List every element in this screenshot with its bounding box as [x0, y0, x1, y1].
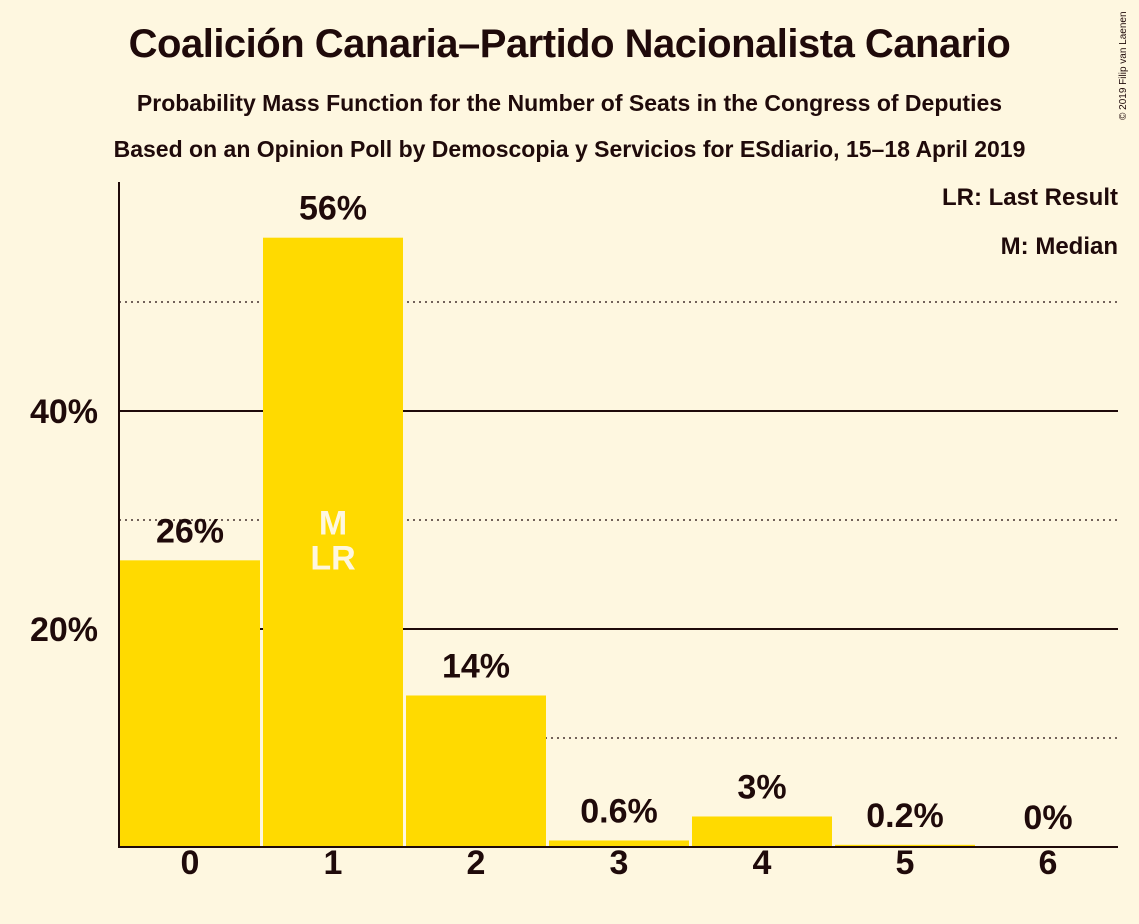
data-label: 0.6%	[580, 792, 658, 830]
bar	[406, 695, 546, 847]
chart-subtitle: Probability Mass Function for the Number…	[136, 90, 1003, 116]
data-label: 0%	[1023, 799, 1072, 837]
bar	[835, 844, 975, 847]
bar	[692, 816, 832, 847]
data-label: 56%	[299, 190, 367, 228]
chart-title: Coalición Canaria–Partido Nacionalista C…	[128, 22, 1011, 66]
x-tick-label: 2	[467, 844, 486, 882]
legend-median: M: Median	[1000, 233, 1118, 260]
y-tick-label: 20%	[30, 611, 98, 649]
legend-last-result: LR: Last Result	[941, 184, 1118, 211]
data-label: 26%	[156, 512, 224, 550]
bar-marker-label: LR	[310, 539, 355, 577]
data-label: 14%	[442, 647, 510, 685]
x-tick-label: 1	[324, 844, 343, 882]
x-tick-label: 6	[1039, 844, 1058, 882]
y-tick-label: 40%	[30, 393, 98, 431]
bar	[120, 560, 260, 847]
x-tick-label: 3	[610, 844, 629, 882]
data-label: 0.2%	[866, 797, 944, 835]
x-tick-label: 4	[753, 844, 772, 882]
chart-source: Based on an Opinion Poll by Demoscopia y…	[113, 136, 1026, 162]
bar	[263, 237, 403, 847]
bar	[549, 840, 689, 847]
data-label: 3%	[737, 768, 786, 806]
x-tick-label: 0	[181, 844, 200, 882]
x-tick-label: 5	[896, 844, 915, 882]
bar-marker-label: M	[319, 504, 347, 542]
